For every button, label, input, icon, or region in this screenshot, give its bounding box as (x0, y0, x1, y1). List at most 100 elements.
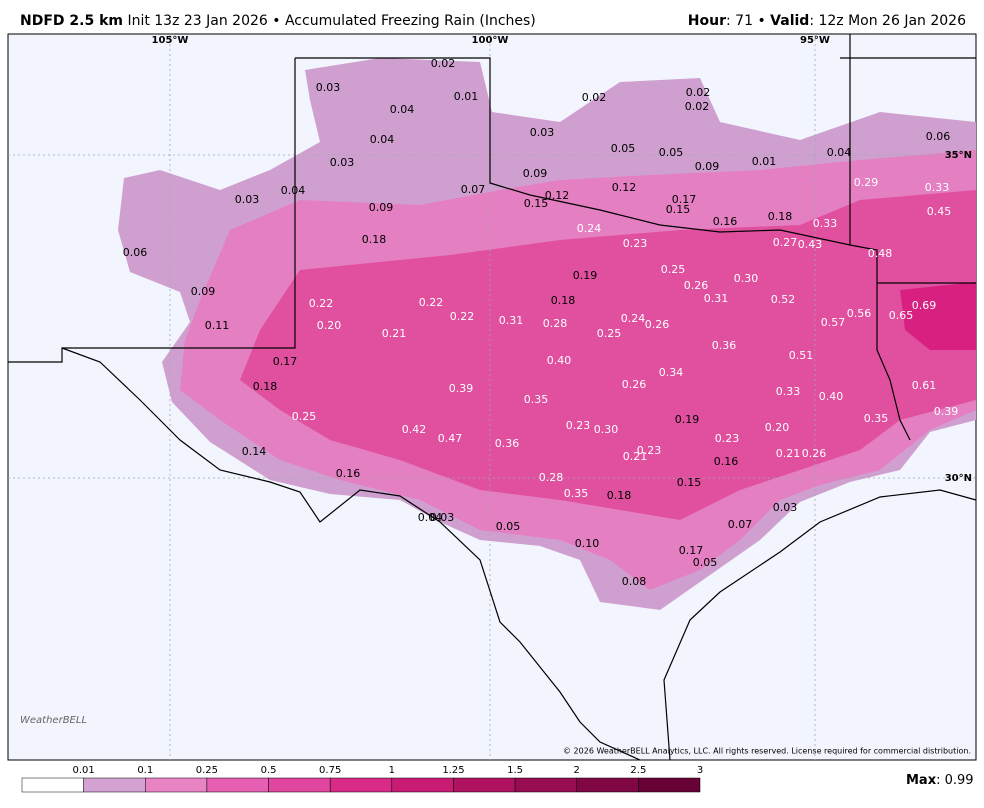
graticule-label: 30°N (945, 473, 972, 484)
value-label: 0.03 (430, 511, 455, 524)
value-label: 0.42 (402, 423, 427, 436)
colorbar-label: 1.5 (507, 765, 523, 776)
value-label: 0.52 (771, 293, 796, 306)
max-value: : 0.99 (936, 773, 973, 788)
value-label: 0.05 (496, 520, 521, 533)
value-label: 0.26 (684, 279, 709, 292)
value-label: 0.12 (612, 181, 637, 194)
colorbar-label: 1.25 (442, 765, 464, 776)
value-label: 0.05 (693, 556, 718, 569)
copyright: © 2026 WeatherBELL Analytics, LLC. All r… (563, 747, 971, 756)
value-label: 0.48 (868, 247, 893, 260)
graticule-label: 105°W (152, 35, 189, 46)
value-label: 0.23 (637, 444, 662, 457)
value-label: 0.04 (390, 103, 415, 116)
value-label: 0.03 (773, 501, 798, 514)
hour-label: Hour (688, 13, 726, 29)
value-label: 0.40 (547, 354, 572, 367)
value-label: 0.26 (802, 447, 827, 460)
logo: WeatherBELL (20, 715, 87, 726)
colorbar-label: 0.5 (261, 765, 277, 776)
value-label: 0.31 (704, 292, 729, 305)
colorbar-swatch (391, 777, 454, 793)
value-label: 0.69 (912, 299, 937, 312)
value-label: 0.39 (934, 405, 959, 418)
colorbar-label: 0.01 (73, 765, 95, 776)
colorbar-label: 2.5 (630, 765, 646, 776)
value-label: 0.23 (566, 419, 591, 432)
value-label: 0.57 (821, 316, 846, 329)
value-label: 0.18 (551, 294, 576, 307)
value-label: 0.09 (695, 160, 720, 173)
precip-darkest (900, 282, 976, 350)
value-label: 0.16 (714, 455, 739, 468)
value-label: 0.03 (235, 193, 260, 206)
max-label: Max (906, 773, 937, 788)
max: Max: 0.99 (906, 773, 974, 788)
value-label: 0.25 (597, 327, 622, 340)
value-label: 0.36 (495, 437, 520, 450)
value-label: 0.25 (292, 410, 317, 423)
value-label: 0.29 (854, 176, 879, 189)
colorbar-label: 0.75 (319, 765, 341, 776)
value-label: 0.18 (768, 210, 793, 223)
value-label: 0.04 (281, 184, 306, 197)
value-label: 0.34 (659, 366, 684, 379)
value-label: 0.43 (798, 238, 823, 251)
value-label: 0.07 (461, 183, 486, 196)
value-label: 0.47 (438, 432, 463, 445)
product: NDFD 2.5 km (20, 13, 123, 29)
colorbar-swatch (514, 777, 577, 793)
coastline (663, 489, 977, 761)
value-label: 0.05 (659, 146, 684, 159)
value-label: 0.39 (449, 382, 474, 395)
colorbar-swatch (21, 777, 84, 793)
value-label: 0.28 (543, 317, 568, 330)
value-label: 0.26 (645, 318, 670, 331)
value-label: 0.26 (622, 378, 647, 391)
value-label: 0.17 (672, 193, 697, 206)
value-label: 0.05 (611, 142, 636, 155)
graticule-label: 35°N (945, 150, 972, 161)
colorbar-swatch (576, 777, 639, 793)
value-label: 0.15 (677, 476, 702, 489)
value-label: 0.28 (539, 471, 564, 484)
value-label: 0.06 (926, 130, 951, 143)
colorbar-label: 0.1 (137, 765, 153, 776)
value-label: 0.04 (370, 133, 395, 146)
colorbar-swatch (83, 777, 146, 793)
colorbar-swatch (145, 777, 208, 793)
value-label: 0.02 (685, 100, 710, 113)
value-label: 0.03 (330, 156, 355, 169)
value-label: 0.03 (316, 81, 341, 94)
value-label: 0.23 (715, 432, 740, 445)
value-label: 0.56 (847, 307, 872, 320)
value-label: 0.18 (607, 489, 632, 502)
value-label: 0.65 (889, 309, 914, 322)
colorbar-label: 3 (697, 765, 703, 776)
value-label: 0.08 (622, 575, 647, 588)
hour-value: : 71 • (726, 13, 766, 29)
value-label: 0.20 (765, 421, 790, 434)
value-label: 0.19 (573, 269, 598, 282)
value-label: 0.33 (813, 217, 838, 230)
value-label: 0.35 (864, 412, 889, 425)
value-label: 0.25 (661, 263, 686, 276)
value-label: 0.33 (776, 385, 801, 398)
value-label: 0.22 (419, 296, 444, 309)
precip-dark (240, 190, 976, 520)
value-label: 0.10 (575, 537, 600, 550)
rio-grande (61, 347, 641, 761)
valid-label: Valid (770, 13, 809, 29)
colorbar-label: 0.25 (196, 765, 218, 776)
colorbar-swatch (268, 777, 331, 793)
map: WeatherBELL © 2026 WeatherBELL Analytics… (7, 33, 977, 761)
value-label: 0.19 (675, 413, 700, 426)
value-label: 0.31 (499, 314, 524, 327)
valid-value: : 12z Mon 26 Jan 2026 (809, 13, 966, 29)
value-label: 0.04 (827, 146, 852, 159)
value-label: 0.09 (523, 167, 548, 180)
value-label: 0.18 (253, 380, 278, 393)
value-label: 0.45 (927, 205, 952, 218)
value-label: 0.61 (912, 379, 937, 392)
